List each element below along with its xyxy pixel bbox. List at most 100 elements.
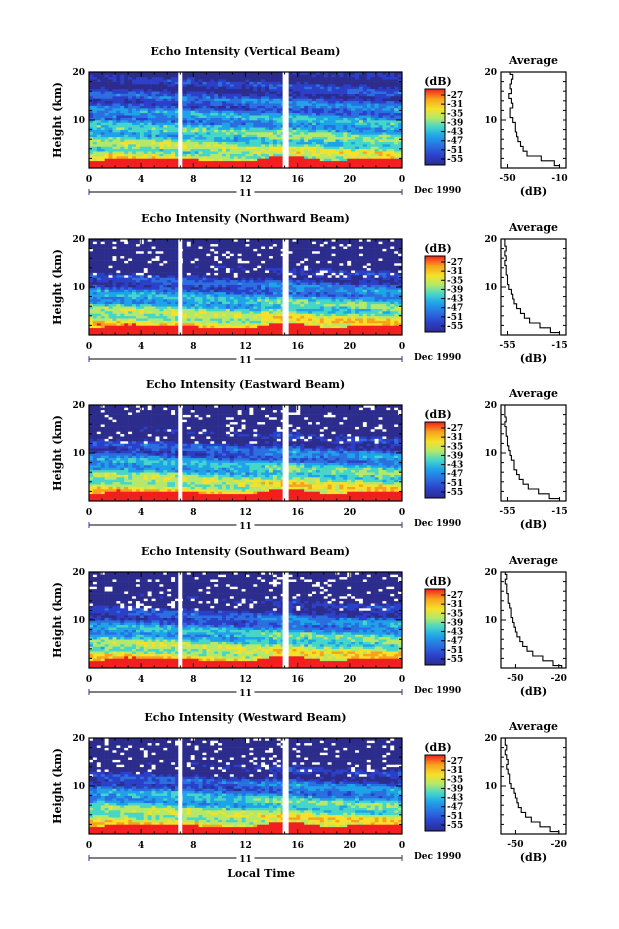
heatmap-cell — [151, 144, 156, 147]
heatmap-cell — [89, 289, 94, 293]
heatmap-cell — [296, 325, 301, 329]
heatmap-cell — [233, 163, 238, 166]
heatmap-cell — [186, 100, 192, 104]
heatmap-cell — [315, 76, 321, 80]
heatmap-cell — [132, 148, 137, 152]
heatmap-cell — [132, 146, 137, 150]
heatmap-cell — [304, 144, 309, 147]
heatmap-cell — [225, 136, 231, 140]
heatmap-cell — [261, 74, 266, 78]
heatmap-cell — [288, 287, 293, 290]
heatmap-cell — [386, 318, 391, 321]
heatmap-cell — [261, 308, 266, 312]
heatmap-cell — [89, 313, 94, 317]
heatmap-cell — [276, 136, 282, 140]
heatmap-cell — [272, 318, 278, 321]
heatmap-cell — [100, 308, 105, 312]
heatmap-cell — [151, 117, 156, 121]
heatmap-cell — [120, 318, 125, 321]
heatmap-cell — [390, 84, 395, 87]
heatmap-cell — [300, 100, 305, 104]
heatmap-cell — [296, 120, 301, 123]
heatmap-cell — [245, 287, 250, 290]
heatmap-cell — [315, 122, 321, 126]
heatmap-cell — [222, 88, 227, 92]
heatmap-cell — [300, 287, 305, 290]
heatmap-cell — [374, 318, 379, 321]
heatmap-cell — [237, 156, 242, 159]
heatmap-cell — [171, 311, 176, 314]
heatmap-cell — [194, 91, 199, 94]
heatmap-cell — [206, 330, 211, 333]
heatmap-cell — [210, 311, 215, 314]
heatmap-cell — [343, 136, 348, 140]
heatmap-cell — [378, 163, 383, 166]
heatmap-cell — [327, 76, 332, 80]
heatmap-cell — [249, 132, 254, 135]
heatmap-cell — [89, 153, 94, 157]
heatmap-cell — [245, 158, 250, 162]
heatmap-cell — [249, 301, 254, 305]
heatmap-cell — [175, 110, 180, 114]
heatmap-cell — [319, 100, 325, 104]
heatmap-cell — [108, 294, 113, 297]
heatmap-cell — [319, 148, 325, 152]
heatmap-cell — [171, 134, 176, 138]
heatmap-cell — [100, 91, 105, 94]
heatmap-cell — [390, 318, 395, 321]
heatmap-cell — [104, 294, 109, 297]
heatmap-cell — [132, 315, 137, 319]
heatmap-cell — [124, 320, 129, 324]
heatmap-cell — [132, 117, 137, 121]
heatmap-cell — [120, 148, 125, 152]
heatmap-cell — [272, 287, 278, 290]
heatmap-cell — [143, 132, 148, 135]
heatmap-cell — [343, 134, 348, 138]
heatmap-cell — [382, 79, 387, 82]
heatmap-cell — [257, 108, 262, 111]
heatmap-cell — [218, 122, 223, 126]
heatmap-cell — [202, 296, 207, 300]
heatmap-cell — [139, 132, 145, 135]
heatmap-cell — [218, 98, 223, 102]
heatmap-cell — [261, 330, 266, 333]
heatmap-cell — [370, 100, 375, 104]
heatmap-cell — [327, 79, 332, 82]
heatmap-cell — [210, 156, 215, 159]
heatmap-cell — [296, 132, 301, 135]
heatmap-cell — [100, 81, 105, 85]
heatmap-cell — [390, 289, 395, 293]
heatmap-cell — [358, 139, 364, 142]
heatmap-cell — [237, 115, 242, 118]
heatmap-cell — [370, 323, 375, 326]
heatmap-cell — [245, 156, 250, 159]
heatmap-cell — [366, 320, 371, 324]
heatmap-cell — [366, 160, 371, 164]
heatmap-cell — [241, 76, 246, 80]
heatmap-cell — [370, 332, 375, 336]
heatmap-cell — [378, 315, 383, 319]
heatmap-cell — [222, 320, 227, 324]
heatmap-cell — [124, 165, 129, 169]
heatmap-cell — [347, 158, 352, 162]
heatmap-cell — [139, 325, 145, 329]
heatmap-cell — [128, 306, 133, 309]
heatmap-cell — [292, 136, 297, 140]
heatmap-cell — [327, 160, 332, 164]
heatmap-cell — [249, 120, 254, 123]
heatmap-cell — [120, 156, 125, 159]
heatmap-cell — [272, 153, 278, 157]
heatmap-cell — [194, 287, 199, 290]
heatmap-cell — [288, 306, 293, 309]
heatmap-cell — [112, 308, 117, 312]
heatmap-cell — [253, 79, 258, 82]
heatmap-cell — [312, 84, 317, 87]
heatmap-cell — [257, 301, 262, 305]
heatmap-cell — [370, 325, 375, 329]
heatmap-cell — [147, 76, 152, 80]
heatmap-cell — [163, 93, 168, 97]
heatmap-cell — [249, 160, 254, 164]
heatmap-cell — [92, 141, 98, 145]
heatmap-cell — [190, 153, 195, 157]
heatmap-cell — [288, 163, 293, 166]
